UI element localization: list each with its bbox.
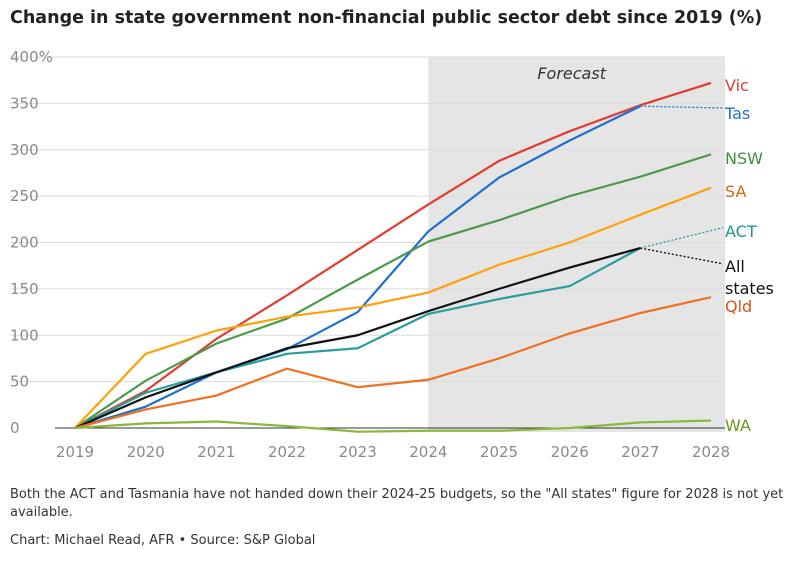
chart-credit: Chart: Michael Read, AFR • Source: S&P G… — [10, 533, 316, 548]
series-forecast-dotted-tas — [640, 105, 724, 109]
chart-title: Change in state government non-financial… — [10, 8, 763, 28]
y-tick-label: 350 — [10, 94, 39, 112]
series-line-qld — [74, 296, 712, 430]
series-label-tas: Tas — [724, 104, 750, 123]
y-tick-label: 50 — [10, 373, 29, 391]
x-tick-label: 2025 — [480, 443, 518, 461]
x-tick-label: 2020 — [127, 443, 165, 461]
series-label-qld: Qld — [725, 297, 752, 316]
y-tick-label: 400% — [10, 48, 53, 66]
chart-note: Both the ACT and Tasmania have not hande… — [10, 487, 784, 520]
x-tick-label: 2027 — [621, 443, 659, 461]
series-label-sa: SA — [725, 182, 746, 201]
series-label-wa: WA — [725, 416, 751, 435]
x-tick-label: 2023 — [339, 443, 377, 461]
x-tick-label: 2026 — [551, 443, 589, 461]
forecast-region — [428, 57, 725, 432]
series-label-all-states: All — [725, 257, 745, 276]
y-tick-label: 250 — [10, 187, 39, 205]
series-label-act: ACT — [725, 222, 757, 241]
x-tick-label: 2028 — [692, 443, 730, 461]
series-line-nsw — [74, 153, 712, 429]
x-tick-label: 2021 — [197, 443, 235, 461]
series-line-vic — [74, 81, 712, 429]
line-chart: Forecast 0 50 100 150 200 250 300 350 400% 2019 202… — [10, 48, 774, 461]
y-tick-label: 200 — [10, 234, 39, 252]
x-tick-label: 2019 — [56, 443, 94, 461]
y-tick-label: 0 — [10, 419, 20, 437]
x-tick-label: 2022 — [268, 443, 306, 461]
series-label-vic: Vic — [725, 76, 749, 95]
x-tick-label: 2024 — [409, 443, 447, 461]
series-line-wa — [74, 419, 712, 433]
series-line-sa — [74, 186, 712, 429]
y-tick-label: 300 — [10, 141, 39, 159]
y-tick-label: 150 — [10, 280, 39, 298]
forecast-label: Forecast — [537, 64, 606, 83]
series-label-all-states: states — [725, 279, 774, 298]
series-label-nsw: NSW — [725, 149, 763, 168]
y-tick-label: 100 — [10, 326, 39, 344]
